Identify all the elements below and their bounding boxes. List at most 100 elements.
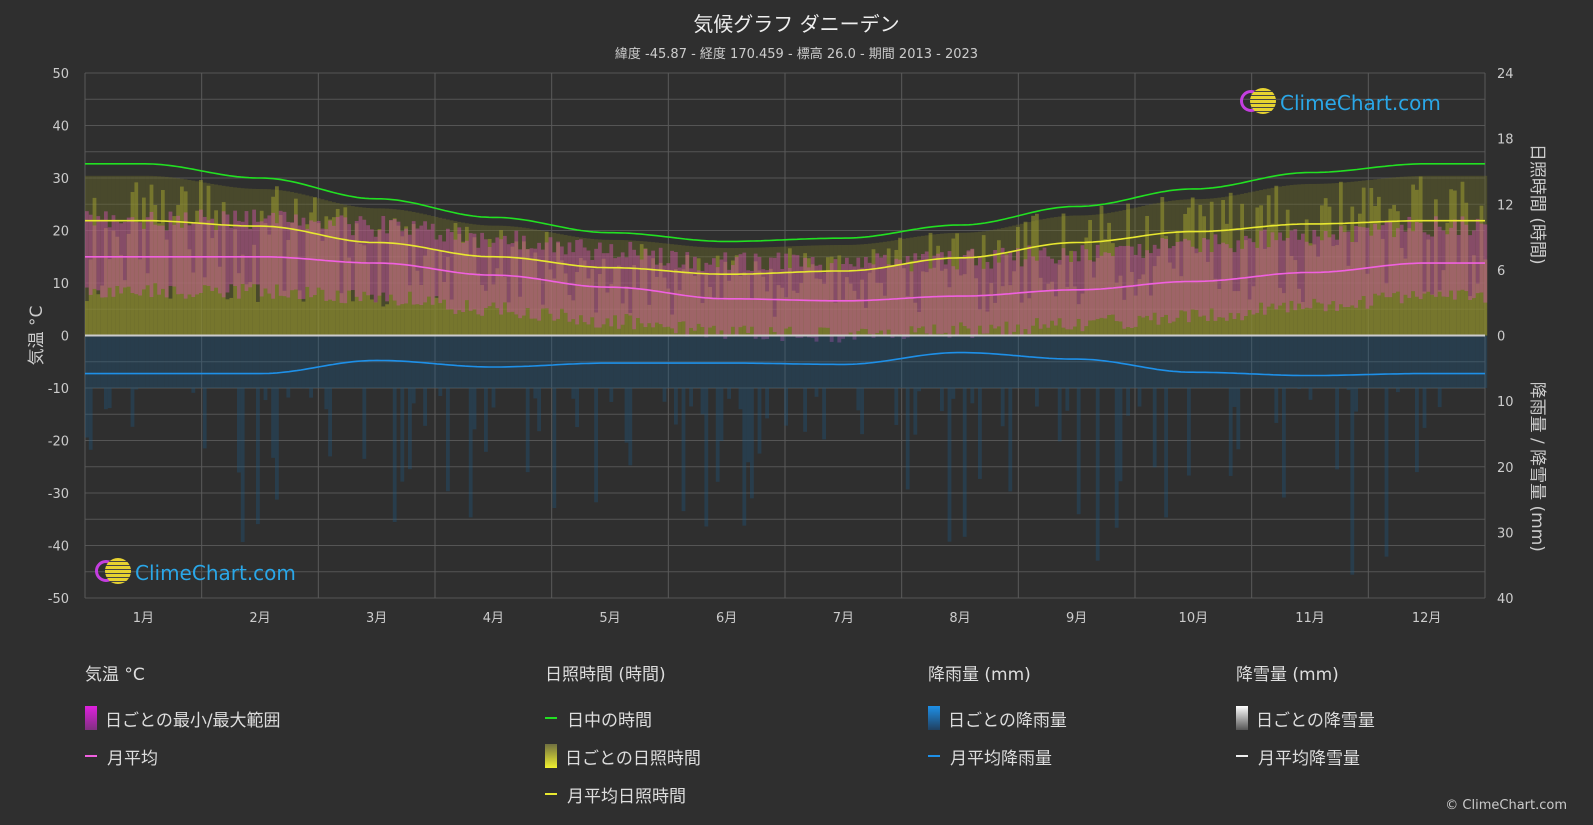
daily-sunshine-bar — [1000, 286, 1005, 336]
daily-rain-bar — [134, 335, 139, 390]
daily-rain-bar — [1289, 335, 1294, 388]
daily-rain-bar — [1023, 335, 1028, 388]
daily-temp-range-bar — [700, 270, 705, 328]
daily-possible-sunshine-bar — [917, 236, 921, 336]
daily-sunshine-bar — [1289, 255, 1294, 336]
daily-possible-sunshine-bar — [784, 246, 788, 336]
daily-temp-range-bar — [115, 221, 120, 287]
y-tick-label: -50 — [48, 592, 69, 607]
daily-rain-bar — [187, 335, 192, 388]
daily-sunshine-bar — [997, 240, 1001, 336]
y-tick-label: 0 — [61, 330, 69, 345]
daily-sunshine-bar — [476, 273, 481, 336]
daily-temp-range-bar — [1168, 248, 1172, 324]
daily-rain-bar — [1122, 335, 1127, 388]
y2-axis-label: 日照時間 (時間) — [1527, 144, 1547, 265]
daily-sunshine-bar — [1149, 295, 1153, 336]
daily-sunshine-bar — [271, 196, 275, 336]
daily-sunshine-bar — [1380, 238, 1385, 336]
daily-rain-bar — [172, 335, 177, 388]
x-tick-label: 10月 — [1179, 611, 1209, 626]
daily-temp-range-bar — [237, 220, 241, 299]
daily-sunshine-bar — [867, 272, 872, 336]
daily-temp-range-bar — [1460, 216, 1465, 290]
daily-temp-range-bar — [1285, 237, 1290, 313]
daily-sunshine-bar — [1152, 266, 1157, 336]
daily-possible-sunshine-bar — [442, 218, 446, 336]
daily-rain-bar — [1130, 335, 1134, 388]
daily-temp-range-bar — [932, 255, 937, 325]
daily-sunshine-bar — [438, 250, 443, 336]
daily-sunshine-bar — [225, 299, 230, 336]
daily-sunshine-bar — [1483, 259, 1488, 336]
daily-rain-bar — [1282, 335, 1286, 498]
daily-rain-bar — [1373, 335, 1377, 388]
daily-rain-bar — [389, 335, 393, 388]
daily-temp-range-bar — [1080, 245, 1085, 332]
daily-rain-bar — [1377, 335, 1381, 388]
logo-icon — [1240, 88, 1276, 118]
daily-rain-bar — [579, 335, 583, 388]
daily-rain-bar — [712, 335, 716, 388]
daily-rain-bar — [845, 335, 849, 388]
daily-sunshine-bar — [1396, 211, 1400, 336]
daily-temp-range-bar — [1415, 221, 1419, 297]
daily-rain-bar — [750, 335, 754, 499]
daily-sunshine-bar — [677, 290, 682, 336]
daily-rain-bar — [1274, 335, 1279, 423]
daily-rain-bar — [271, 335, 275, 458]
daily-temp-range-bar — [978, 256, 982, 326]
daily-rain-bar — [978, 335, 982, 479]
daily-sunshine-bar — [905, 296, 910, 336]
daily-temp-range-bar — [761, 269, 766, 340]
daily-temp-range-bar — [267, 215, 272, 294]
daily-sunshine-bar — [898, 237, 902, 336]
daily-rain-bar — [176, 335, 180, 388]
daily-rain-bar — [818, 335, 823, 388]
daily-rain-bar — [92, 335, 97, 388]
daily-sunshine-bar — [145, 273, 150, 336]
daily-rain-bar — [438, 335, 443, 396]
daily-temp-range-bar — [1057, 259, 1062, 319]
daily-sunshine-bar — [1323, 198, 1328, 336]
daily-sunshine-bar — [959, 275, 963, 336]
daily-sunshine-bar — [1388, 208, 1393, 336]
daily-sunshine-bar — [1373, 206, 1377, 336]
daily-sunshine-bar — [1456, 263, 1461, 336]
daily-temp-range-bar — [883, 254, 887, 336]
daily-rain-bar — [1057, 335, 1062, 442]
daily-temp-range-bar — [1069, 261, 1073, 330]
daily-temp-range-bar — [1202, 237, 1206, 316]
daily-rain-bar — [286, 335, 291, 398]
daily-temp-range-bar — [981, 268, 986, 334]
daily-sunshine-bar — [1316, 256, 1320, 336]
daily-sunshine-bar — [1012, 271, 1016, 336]
daily-rain-bar — [153, 335, 158, 388]
daily-sunshine-bar — [879, 283, 883, 336]
daily-rain-bar — [1388, 335, 1393, 388]
daily-sunshine-bar — [164, 239, 169, 336]
daily-rain-bar — [472, 335, 477, 430]
daily-sunshine-bar — [1111, 243, 1115, 336]
daily-temp-range-bar — [556, 241, 560, 319]
daily-rain-bar — [651, 335, 655, 388]
daily-rain-bar — [689, 335, 693, 407]
daily-rain-bar — [989, 335, 994, 388]
y-tick-label: 50 — [52, 67, 69, 82]
daily-sunshine-bar — [1099, 205, 1104, 336]
daily-sunshine-bar — [814, 278, 819, 336]
daily-rain-bar — [427, 335, 431, 388]
daily-sunshine-bar — [1274, 185, 1279, 336]
daily-possible-sunshine-bar — [1475, 175, 1480, 336]
daily-sunshine-bar — [837, 255, 842, 336]
daily-rain-bar — [88, 335, 93, 450]
daily-temp-range-bar — [947, 251, 952, 338]
daily-sunshine-bar — [1175, 231, 1180, 336]
daily-rain-bar — [240, 335, 245, 543]
daily-rain-bar — [385, 335, 389, 388]
daily-possible-sunshine-bar — [297, 193, 302, 336]
daily-sunshine-bar — [1236, 291, 1241, 336]
daily-rain-bar — [267, 335, 272, 388]
daily-rain-bar — [1415, 335, 1419, 473]
daily-rain-bar — [1194, 335, 1199, 388]
